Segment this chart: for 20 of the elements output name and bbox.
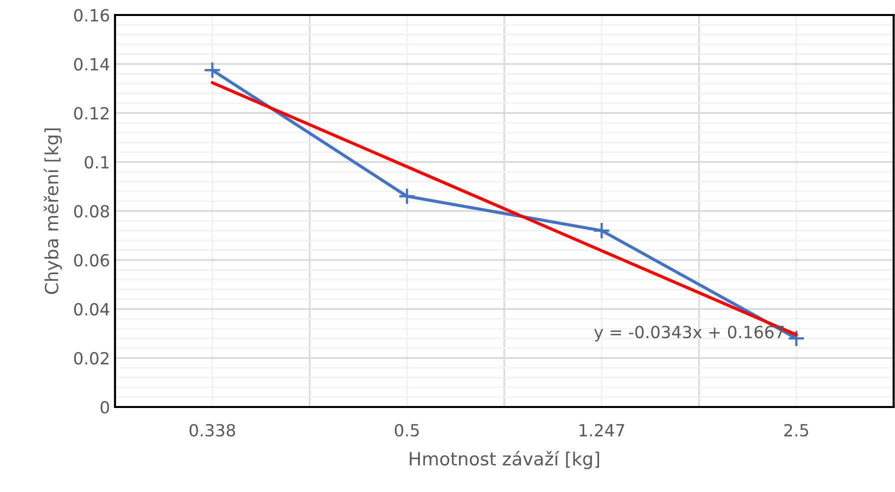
x-tick-label: 1.247 <box>580 424 624 436</box>
y-tick-label: 0.14 <box>74 58 110 71</box>
point <box>398 188 416 206</box>
y-tick-label: 0.08 <box>74 204 110 218</box>
point <box>204 61 222 79</box>
x-axis-title: Hmotnost závaží [kg] <box>410 450 600 470</box>
x-tick-label: 0.5 <box>394 424 419 437</box>
y-tick-label: 0.06 <box>74 254 110 267</box>
x-tick-label: 2.5 <box>784 424 808 437</box>
point <box>788 330 806 348</box>
annotation: y = -0.0343x + 0.1667 <box>594 326 784 342</box>
y-tick-label: 0 <box>100 400 110 414</box>
y-tick-label: 0.1 <box>84 156 109 169</box>
y-tick-label: 0.02 <box>74 352 108 365</box>
y-tick-label: 0.16 <box>74 8 110 22</box>
y-axis-title: Chyba měření [kg] <box>44 128 62 294</box>
point <box>592 222 610 240</box>
x-tick-label: 0.338 <box>190 424 236 437</box>
y-tick-label: 0.04 <box>74 302 110 316</box>
y-tick-label: 0.12 <box>74 106 108 120</box>
